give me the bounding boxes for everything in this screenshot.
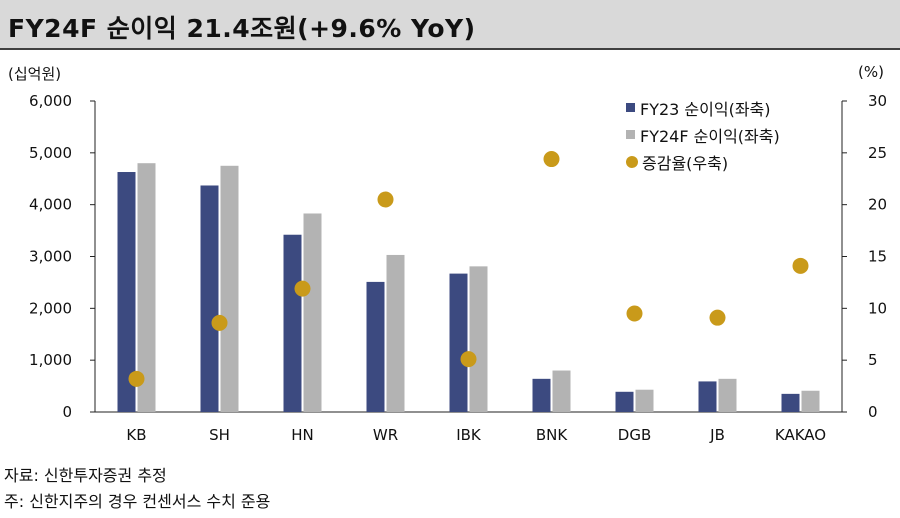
bar-fy24f-hn xyxy=(303,213,322,412)
right-tick-label: 10 xyxy=(868,299,887,317)
left-tick-label: 2,000 xyxy=(29,299,72,317)
category-label-bnk: BNK xyxy=(536,426,569,444)
bar-fy23-bnk xyxy=(532,378,551,412)
legend-item-fy24f: FY24F 순이익(좌축) xyxy=(626,121,780,148)
category-label-sh: SH xyxy=(209,426,230,444)
bar-fy24f-wr xyxy=(386,254,405,412)
growth-dot-dgb xyxy=(626,305,643,322)
bar-fy24f-jb xyxy=(718,378,737,412)
legend-item-growth: 증감율(우축) xyxy=(626,148,780,175)
growth-dot-jb xyxy=(709,309,726,326)
category-label-wr: WR xyxy=(373,426,398,444)
category-label-hn: HN xyxy=(291,426,314,444)
growth-dot-kakao xyxy=(792,257,809,274)
bar-fy23-kb xyxy=(117,172,136,412)
growth-dot-bnk xyxy=(543,151,560,168)
legend-dot-growth xyxy=(626,155,638,168)
title-bar: FY24F 순이익 21.4조원(+9.6% YoY) xyxy=(0,0,900,50)
right-tick-label: 30 xyxy=(868,92,887,110)
bar-fy24f-kakao xyxy=(801,390,820,412)
category-label-kakao: KAKAO xyxy=(775,426,826,444)
bar-fy23-wr xyxy=(366,281,385,412)
left-axis-unit: (십억원) xyxy=(8,65,62,83)
category-label-kb: KB xyxy=(126,426,146,444)
legend-swatch-fy24f xyxy=(626,130,635,139)
bar-fy24f-bnk xyxy=(552,370,571,412)
bar-fy23-ibk xyxy=(449,273,468,412)
growth-dot-kb xyxy=(128,370,145,387)
right-tick-label: 20 xyxy=(868,196,887,214)
right-tick-label: 15 xyxy=(868,248,887,266)
legend-item-fy23: FY23 순이익(좌축) xyxy=(626,94,780,121)
growth-dot-sh xyxy=(211,314,228,331)
bar-fy23-jb xyxy=(698,381,717,412)
legend-label-fy23: FY23 순이익(좌축) xyxy=(640,99,771,119)
bar-fy24f-sh xyxy=(220,165,239,412)
right-tick-label: 0 xyxy=(868,403,878,421)
bar-fy23-kakao xyxy=(781,393,800,412)
footnote: 주: 신한지주의 경우 컨센서스 수치 준용 xyxy=(4,492,271,511)
legend-label-growth: 증감율(우축) xyxy=(642,153,729,173)
bar-fy24f-ibk xyxy=(469,266,488,412)
left-tick-label: 0 xyxy=(62,403,72,421)
left-tick-label: 1,000 xyxy=(29,351,72,369)
growth-dot-ibk xyxy=(460,351,477,368)
category-label-dgb: DGB xyxy=(618,426,651,444)
right-tick-label: 5 xyxy=(868,351,878,369)
legend-label-fy24f: FY24F 순이익(좌축) xyxy=(640,126,780,146)
right-tick-label: 25 xyxy=(868,144,887,162)
bar-fy23-hn xyxy=(283,234,302,412)
source-note: 자료: 신한투자증권 추정 xyxy=(4,466,167,485)
growth-dot-wr xyxy=(377,191,394,208)
right-axis-unit: (%) xyxy=(858,63,884,81)
left-tick-label: 3,000 xyxy=(29,248,72,266)
legend: FY23 순이익(좌축) FY24F 순이익(좌축) 증감율(우축) xyxy=(626,94,780,175)
chart-canvas: 0 1,000 2,000 3,000 4,000 5,000 6,000 0 5 10 15 20 2… xyxy=(29,92,887,444)
chart-title: FY24F 순이익 21.4조원(+9.6% YoY) xyxy=(8,14,476,43)
bar-fy24f-kb xyxy=(137,163,156,412)
bar-fy24f-dgb xyxy=(635,389,654,412)
left-tick-label: 6,000 xyxy=(29,92,72,110)
bar-fy23-dgb xyxy=(615,391,634,412)
growth-dot-hn xyxy=(294,280,311,297)
bar-fy23-sh xyxy=(200,185,219,412)
legend-swatch-fy23 xyxy=(626,103,635,112)
category-label-jb: JB xyxy=(709,426,725,444)
category-label-ibk: IBK xyxy=(456,426,482,444)
left-tick-label: 5,000 xyxy=(29,144,72,162)
left-tick-label: 4,000 xyxy=(29,196,72,214)
